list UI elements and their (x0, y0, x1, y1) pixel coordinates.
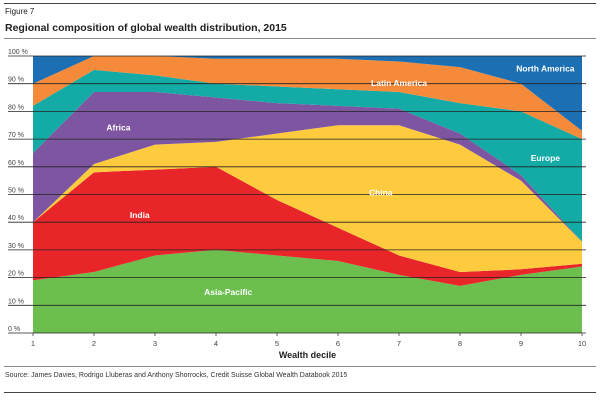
chart-title: Regional composition of global wealth di… (5, 22, 287, 34)
x-tick-label: 1 (31, 339, 35, 348)
source-rule (4, 366, 596, 367)
top-rule (4, 3, 596, 4)
y-tick-label: 30 % (8, 243, 24, 250)
x-tick-label: 5 (275, 339, 279, 348)
area-africa (33, 92, 582, 242)
x-tick-label: 8 (458, 339, 462, 348)
series-label: Africa (106, 122, 130, 132)
area-latin-america (33, 56, 582, 140)
x-tick-label: 2 (92, 339, 96, 348)
series-label: Europe (531, 153, 561, 163)
source-note: Source: James Davies, Rodrigo Lluberas a… (5, 372, 348, 379)
y-tick-label: 90 % (8, 77, 24, 84)
area-asia-pacific (33, 249, 582, 333)
bottom-rule (4, 392, 596, 393)
area-china (33, 125, 582, 273)
y-tick-label: 80 % (8, 104, 24, 111)
x-tick-label: 3 (153, 339, 157, 348)
series-label: Asia-Pacific (204, 287, 252, 297)
y-tick-label: 70 % (8, 132, 24, 139)
x-tick-label: 7 (397, 339, 401, 348)
area-europe (33, 69, 582, 242)
y-tick-label: 60 % (8, 160, 24, 167)
title-rule (4, 38, 596, 39)
y-tick-label: 10 % (8, 298, 24, 305)
figure-label: Figure 7 (5, 7, 35, 16)
x-tick-label: 6 (336, 339, 340, 348)
y-tick-label: 40 % (8, 215, 24, 222)
series-label: Latin America (371, 78, 427, 88)
series-label: North America (516, 63, 575, 73)
y-tick-label: 0 % (8, 326, 20, 333)
x-tick-label: 9 (519, 339, 523, 348)
x-tick-label: 4 (214, 339, 218, 348)
series-label: China (369, 187, 393, 197)
area-north-america (33, 56, 582, 131)
area-india (33, 166, 582, 286)
y-tick-label: 20 % (8, 271, 24, 278)
x-tick-label: 10 (578, 339, 586, 348)
series-label: India (130, 210, 150, 220)
y-tick-label: 100 % (8, 49, 28, 56)
x-axis-label: Wealth decile (279, 350, 336, 360)
y-tick-label: 50 % (8, 188, 24, 195)
